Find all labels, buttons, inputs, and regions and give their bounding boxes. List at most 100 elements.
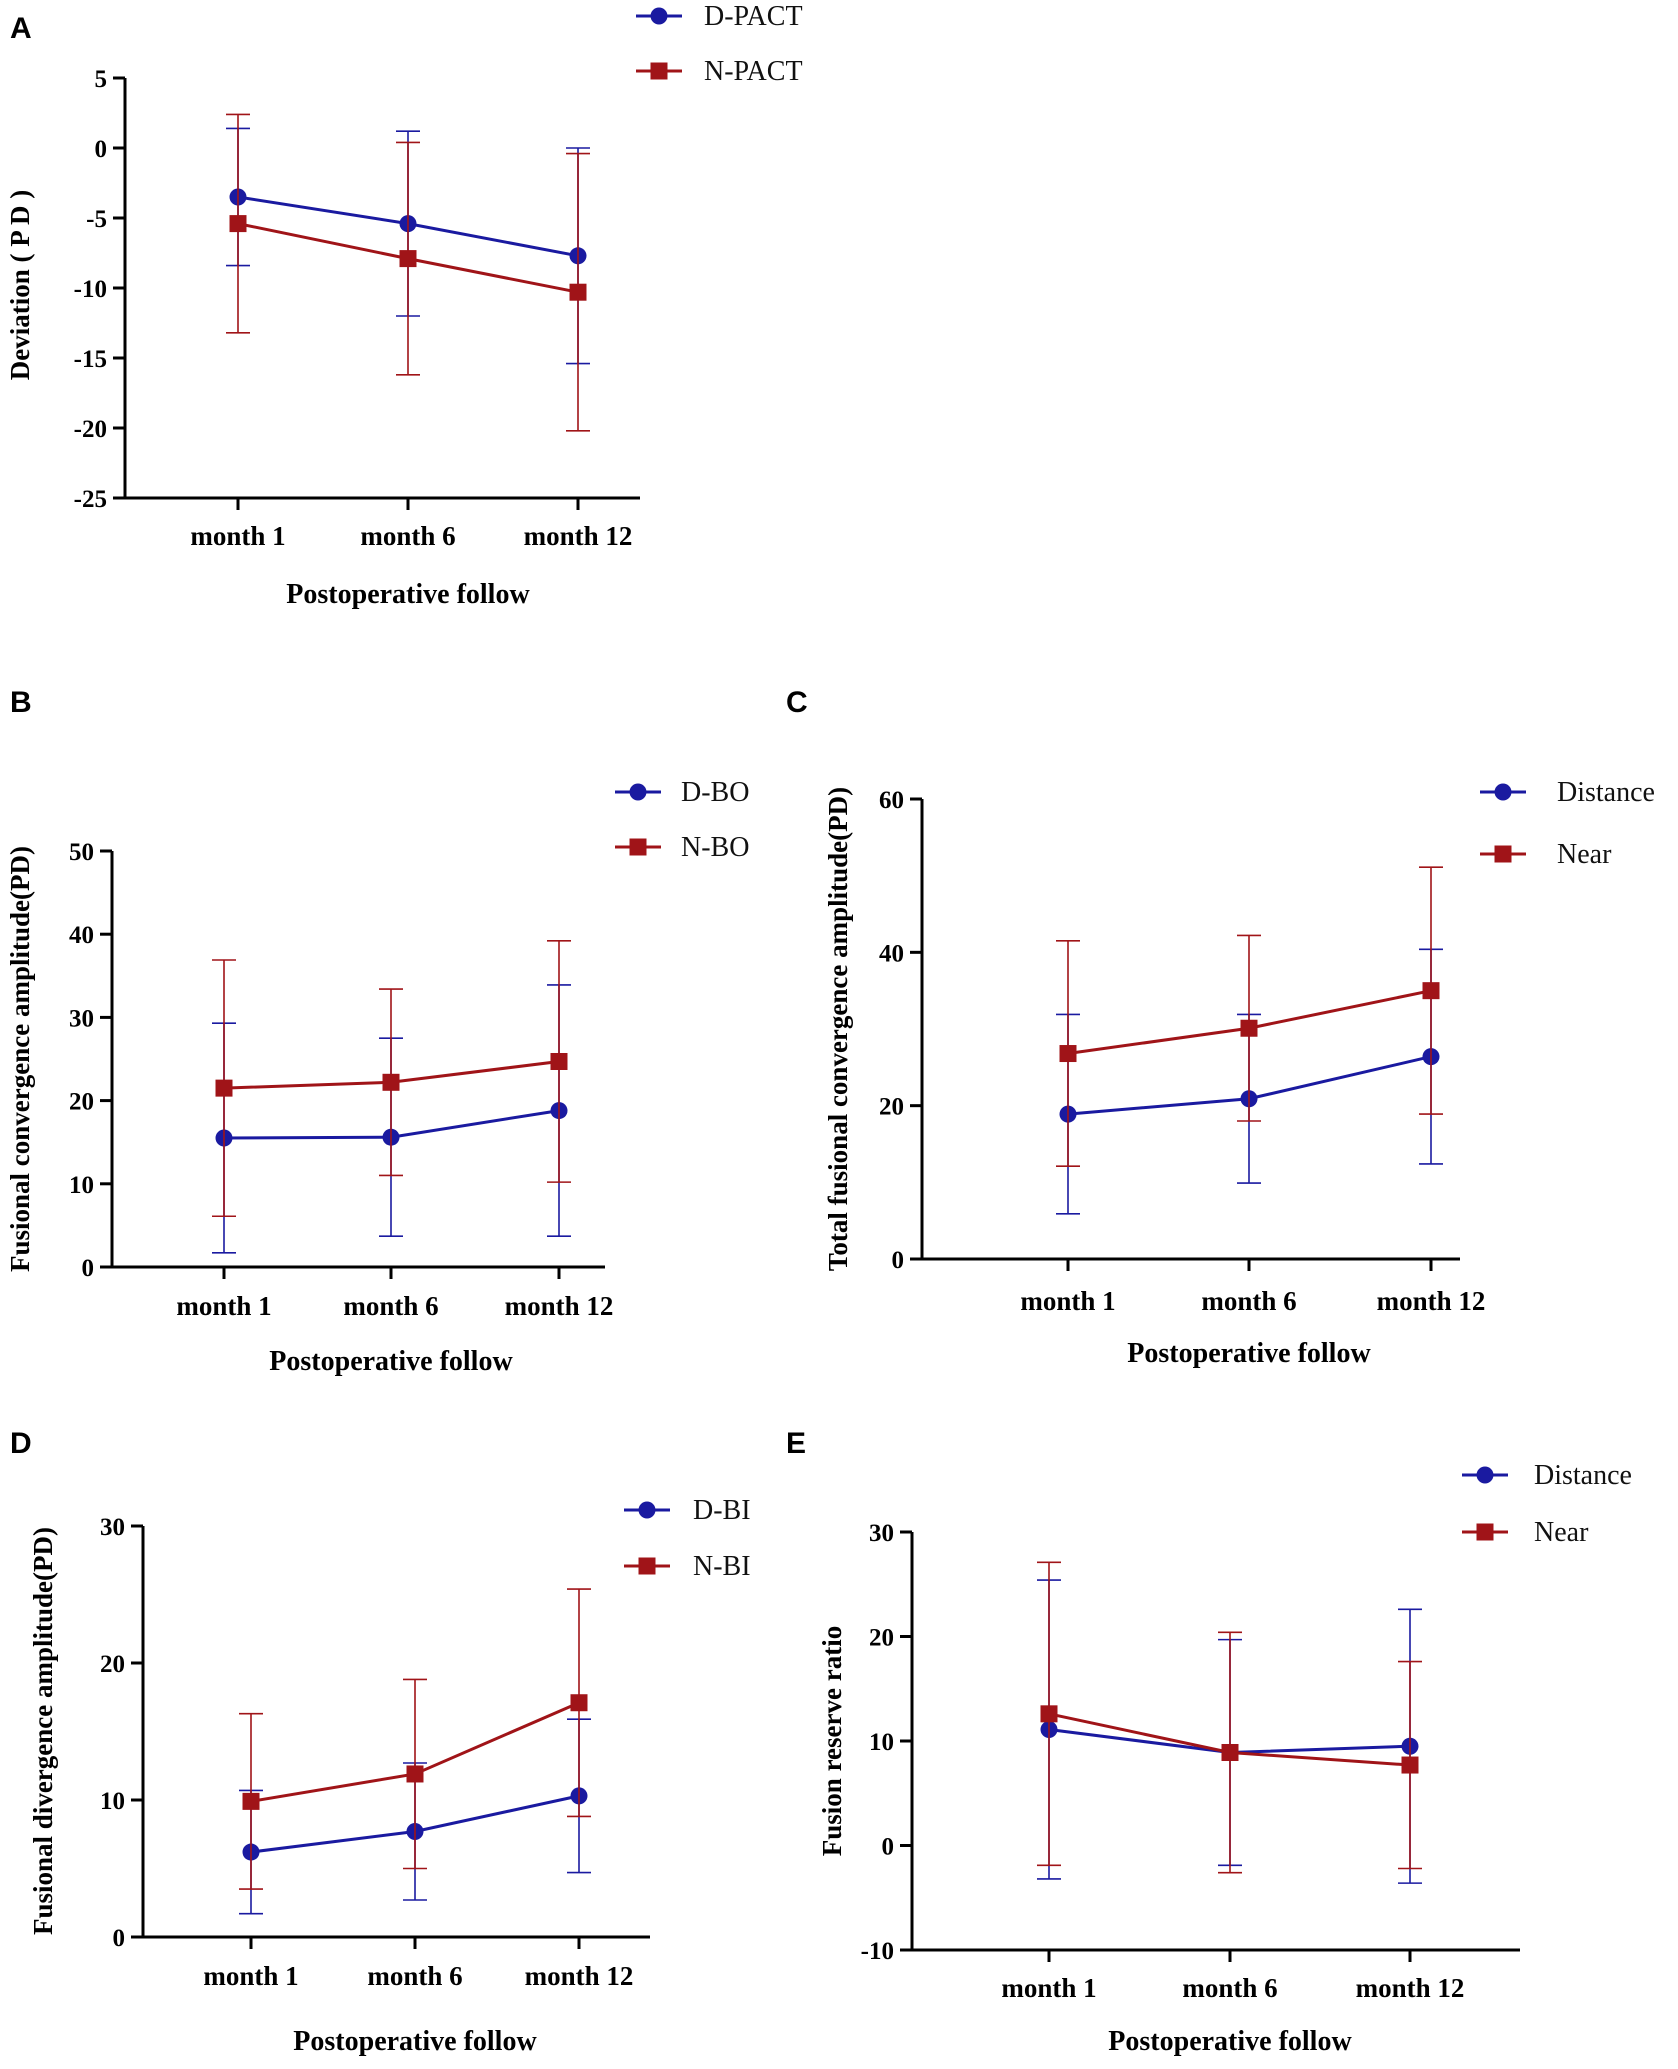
y-tick-label: -10 [861, 1938, 894, 1965]
x-tick-label: month 12 [1377, 1286, 1486, 1316]
legend-label: N-PACT [704, 56, 803, 87]
panel-label: B [10, 686, 32, 719]
chart-panel-c: C 60 40 20 0 month 1 month 6 month 12Postoperat… [786, 686, 1655, 1369]
y-tick-label: 20 [869, 1625, 894, 1652]
data-point [382, 1073, 400, 1091]
series-near [1037, 1561, 1422, 1874]
x-tick-label: month 6 [360, 521, 455, 551]
legend-item: Near [1462, 1517, 1589, 1548]
legend-item: N-PACT [636, 56, 803, 87]
y-tick-label: 30 [869, 1520, 894, 1547]
y-tick-label: 10 [69, 1172, 94, 1199]
y-tick-label: 20 [100, 1651, 125, 1678]
legend-marker [638, 1501, 656, 1519]
chart-panel-b: B 50 40 30 20 10 0 month 1 month 6 month 12 Postop… [5, 686, 749, 1377]
legend-label: N-BI [693, 1551, 751, 1582]
data-point [242, 1792, 260, 1810]
y-tick-label: 40 [879, 940, 904, 967]
legend-item: D-PACT [636, 1, 803, 32]
y-tick-label: 0 [82, 1255, 95, 1282]
legend-label: Near [1557, 839, 1612, 870]
x-tick-label: month 12 [505, 1291, 614, 1321]
data-point [399, 250, 417, 268]
data-point [569, 283, 587, 301]
x-tick-label: month 6 [343, 1291, 438, 1321]
x-tick-label: month 1 [203, 1961, 298, 1991]
legend-label: Distance [1557, 777, 1655, 808]
x-tick-label: month 1 [176, 1291, 271, 1321]
y-tick-label: -20 [74, 416, 107, 443]
y-tick-label: -5 [86, 206, 107, 233]
y-tick-label: 0 [113, 1925, 126, 1952]
y-tick-label: 50 [69, 839, 94, 866]
x-axis-title: Postoperative follow [293, 2026, 537, 2057]
y-axis-title: Fusional divergence amplitude(PD) [28, 1527, 58, 1935]
x-tick-label: month 12 [525, 1961, 634, 1991]
series-n-bo [212, 940, 571, 1218]
legend-item: Distance [1480, 777, 1655, 808]
data-point [1059, 1045, 1077, 1063]
data-point [1401, 1756, 1419, 1774]
y-tick-label: 30 [100, 1514, 125, 1541]
x-axis-title: Postoperative follow [269, 1346, 513, 1377]
y-tick-label: 20 [69, 1089, 94, 1116]
chart-panel-d: D 30 20 10 0 month 1 month 6 month 12 Postoperat… [10, 1427, 751, 2057]
y-tick-label: 10 [100, 1788, 125, 1815]
y-tick-label: -25 [74, 486, 107, 513]
legend-marker [650, 62, 668, 80]
x-tick-label: month 6 [1201, 1286, 1296, 1316]
legend-label: Near [1534, 1517, 1589, 1548]
y-tick-label: 0 [882, 1834, 895, 1861]
y-tick-label: 30 [69, 1005, 94, 1032]
series-near [1056, 866, 1443, 1168]
x-axis-title: Postoperative follow [286, 579, 530, 610]
data-point [1422, 982, 1440, 1000]
legend-label: Distance [1534, 1460, 1632, 1491]
legend-label: N-BO [681, 832, 749, 863]
x-tick-label: month 1 [1020, 1286, 1115, 1316]
data-point [570, 1694, 588, 1712]
y-axis-title: Deviation ( P D ) [5, 190, 35, 380]
panel-label: C [786, 686, 808, 719]
y-tick-label: 0 [95, 136, 108, 163]
legend-marker [650, 7, 668, 25]
legend-marker [1494, 783, 1512, 801]
x-axis-title: Postoperative follow [1127, 1338, 1371, 1369]
y-axis-title: Total fusional convergence amplitude(PD) [823, 787, 853, 1271]
legend-label: D-PACT [704, 1, 803, 32]
x-axis-title: Postoperative follow [1108, 2026, 1352, 2057]
x-tick-label: month 1 [1001, 1973, 1096, 2003]
legend-marker [1494, 845, 1512, 863]
legend-marker [1476, 1466, 1494, 1484]
x-tick-label: month 1 [190, 521, 285, 551]
y-tick-label: 10 [869, 1729, 894, 1756]
legend-item: Distance [1462, 1460, 1632, 1491]
legend-item: N-BI [624, 1551, 751, 1582]
y-tick-label: 20 [879, 1094, 904, 1121]
data-point [550, 1052, 568, 1070]
data-point [229, 215, 247, 233]
x-tick-label: month 12 [524, 521, 633, 551]
y-tick-label: 0 [892, 1247, 905, 1274]
legend-marker [1476, 1523, 1494, 1541]
legend-item: D-BO [615, 777, 749, 808]
y-tick-label: -15 [74, 346, 107, 373]
y-tick-label: 60 [879, 787, 904, 814]
y-axis-title: Fusional convergence amplitude(PD) [5, 846, 35, 1272]
x-tick-label: month 6 [1182, 1973, 1277, 2003]
x-tick-label: month 12 [1356, 1973, 1465, 2003]
y-tick-label: -10 [74, 276, 107, 303]
legend-label: D-BI [693, 1495, 751, 1526]
data-point [1040, 1705, 1058, 1723]
legend-marker [629, 838, 647, 856]
panel-label: D [10, 1427, 32, 1460]
chart-panel-e: E 30 20 10 0 -10 month 1 month 6 month 12Postope… [786, 1427, 1632, 2057]
series-n-bi [239, 1588, 591, 1890]
data-point [406, 1765, 424, 1783]
y-axis-title: Fusion reserve ratio [817, 1626, 847, 1856]
panel-label: A [10, 12, 32, 45]
legend-item: Near [1480, 839, 1612, 870]
legend-marker [629, 783, 647, 801]
chart-panel-a: A 5 0 -5 -10 -15 -20 -25 month 1 month 6 month 12 P… [5, 1, 803, 610]
